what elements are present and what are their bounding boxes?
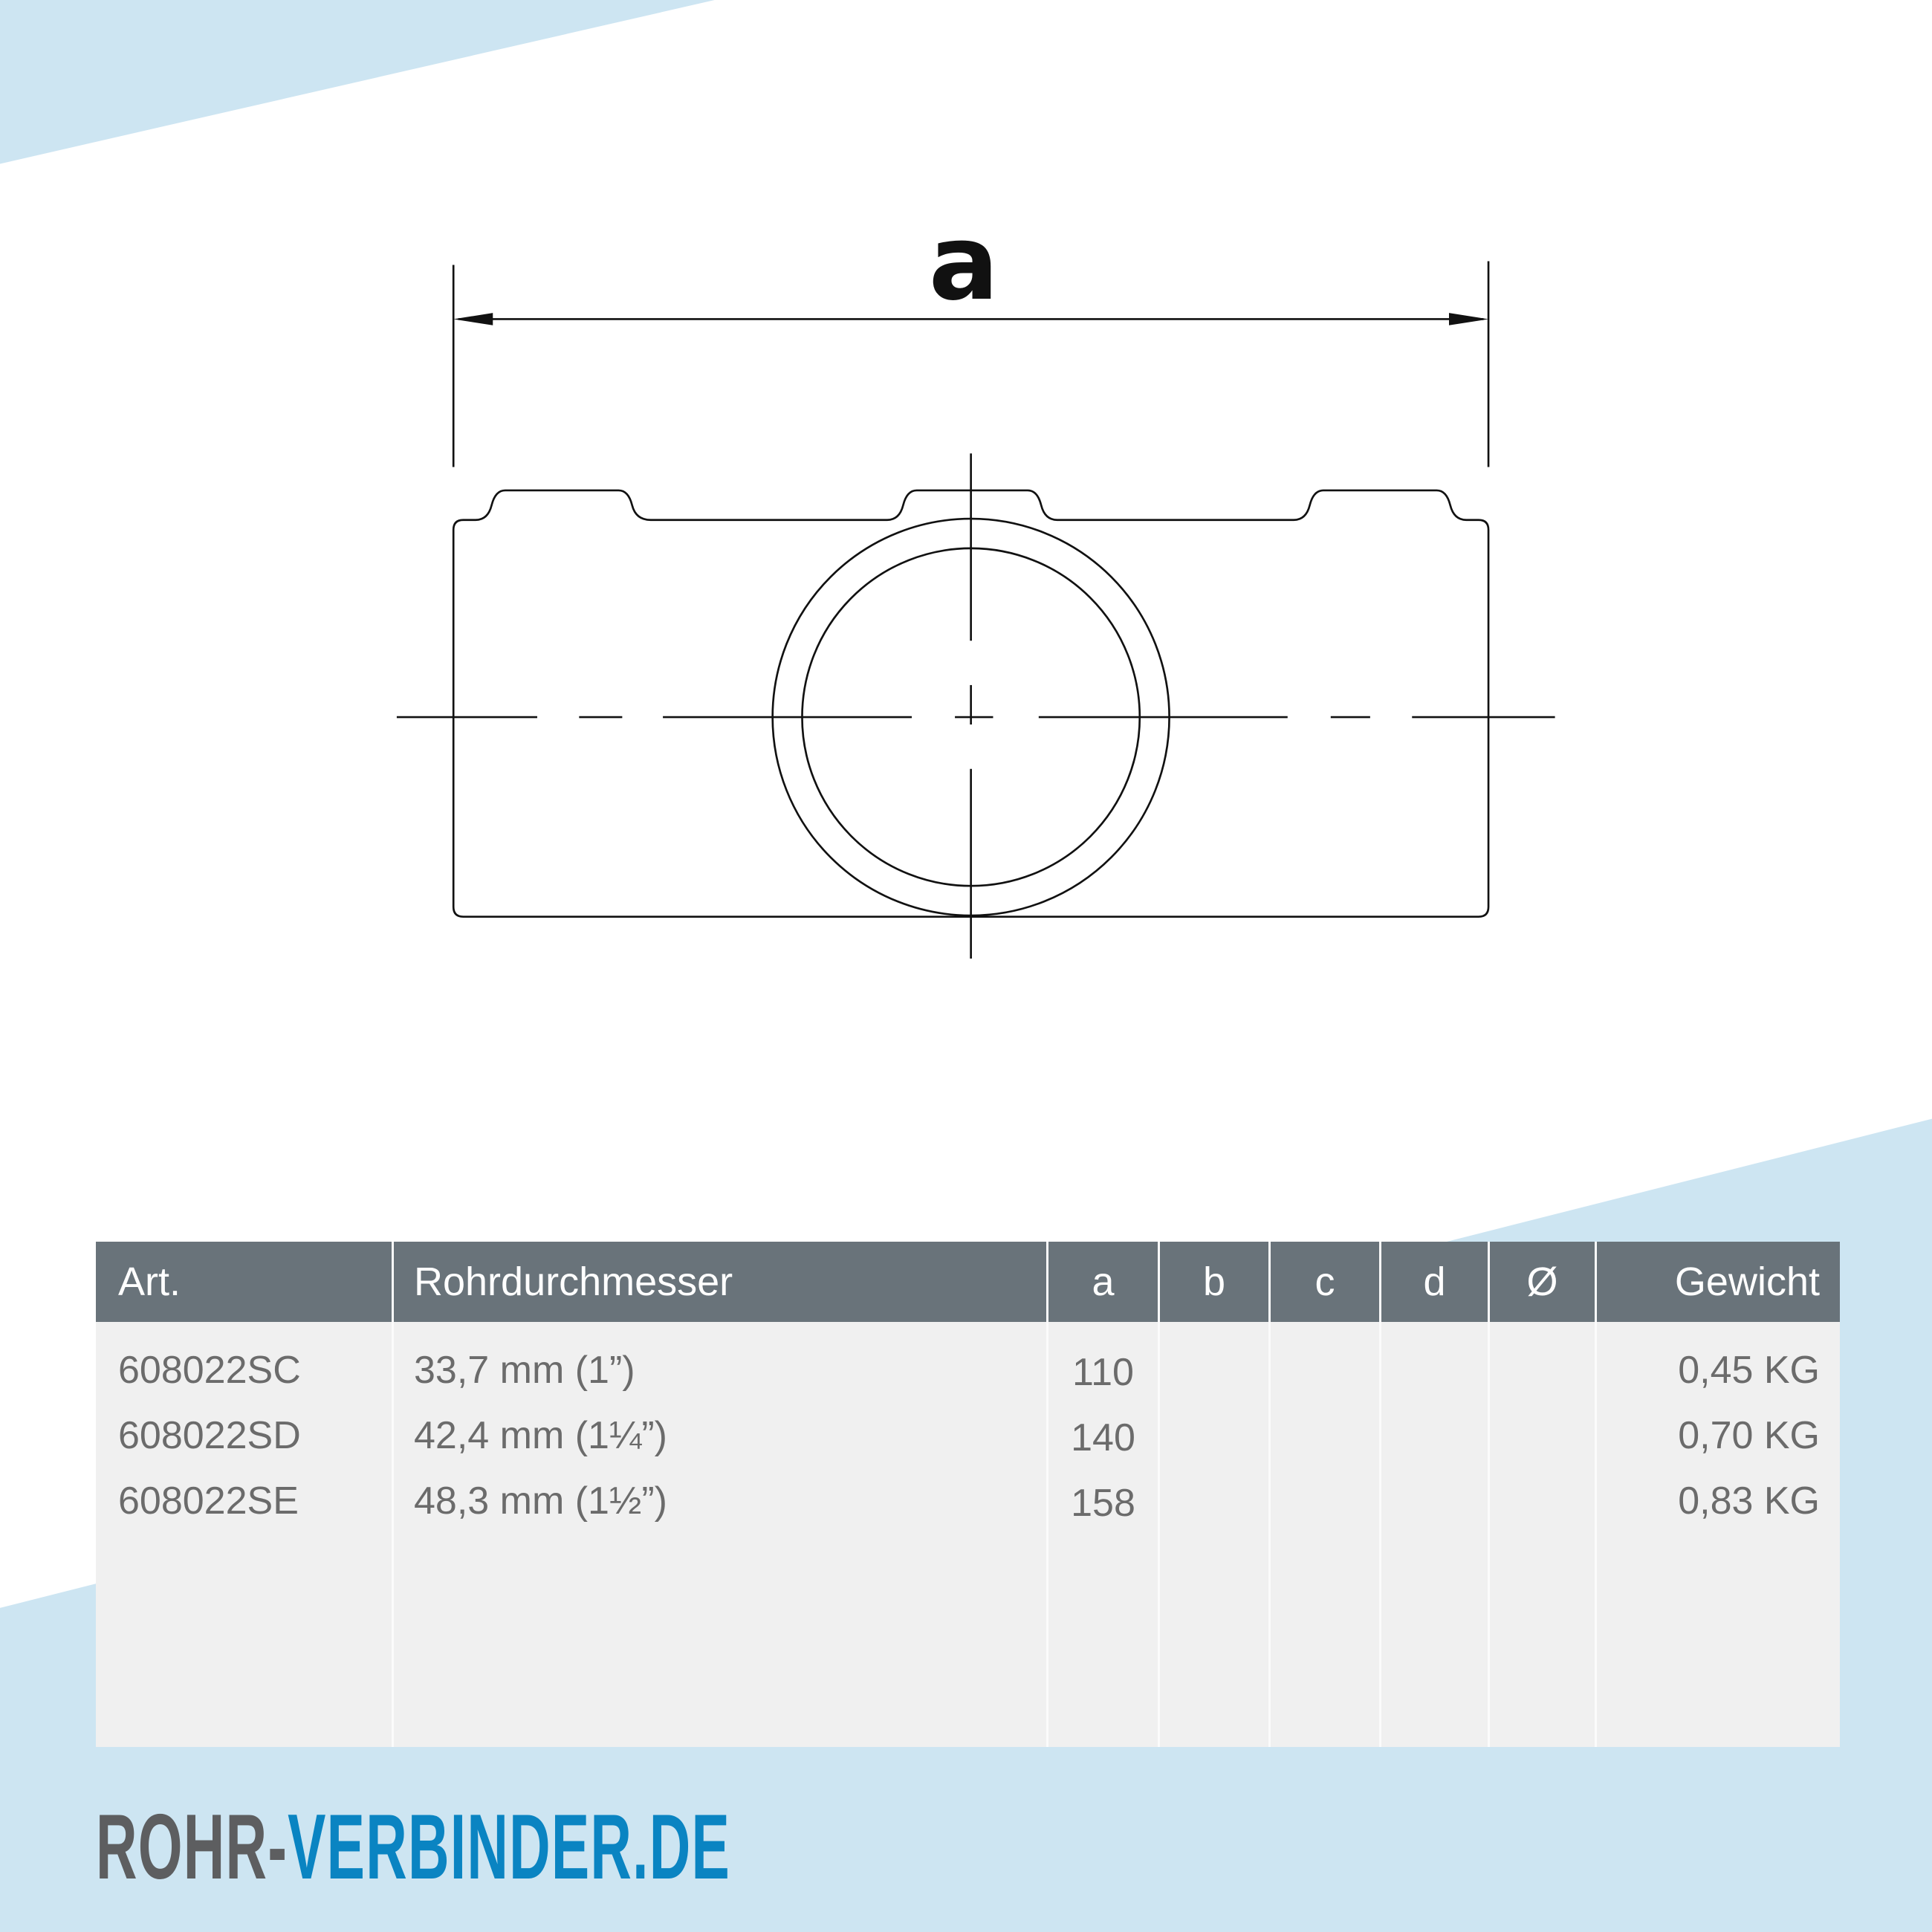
arrow-right-icon: [1449, 313, 1489, 325]
column-divider: [1595, 1242, 1597, 1747]
header-weight: Gewicht: [1674, 1260, 1820, 1304]
cell-art: 608022SE: [118, 1479, 299, 1523]
header-art: Art.: [118, 1260, 181, 1304]
cell-a: 140: [1071, 1416, 1135, 1459]
header-d: d: [1423, 1260, 1446, 1304]
logo-part-verbinder: VERBINDER.DE: [288, 1796, 731, 1899]
background-accent-top: [0, 0, 715, 164]
fitting-outline: [452, 489, 1490, 918]
table-header: [96, 1242, 1840, 1322]
cell-diameter: 33,7 mm (1”): [414, 1349, 635, 1392]
dimension-label-a: a: [928, 203, 999, 324]
cell-weight: 0,45 KG: [1678, 1349, 1820, 1392]
header-c: c: [1315, 1260, 1335, 1304]
cell-weight: 0,70 KG: [1678, 1414, 1820, 1457]
cell-art: 608022SC: [118, 1349, 301, 1392]
column-divider: [1158, 1242, 1160, 1747]
header-diameter-symbol: Ø: [1526, 1260, 1558, 1304]
column-divider: [1488, 1242, 1490, 1747]
column-divider: [1268, 1242, 1271, 1747]
cell-art: 608022SD: [118, 1414, 301, 1457]
cell-diameter: 48,3 mm (1½”): [414, 1479, 667, 1523]
cell-weight: 0,83 KG: [1678, 1479, 1820, 1523]
column-divider: [1379, 1242, 1381, 1747]
header-b: b: [1202, 1260, 1226, 1304]
column-divider: [392, 1242, 394, 1747]
brand-logo: ROHR-VERBINDER.DE: [96, 1801, 730, 1893]
header-a: a: [1092, 1260, 1115, 1304]
header-diameter: Rohrdurchmesser: [414, 1260, 733, 1304]
spec-table: Art. Rohrdurchmesser a b c d Ø Gewicht 6…: [96, 1242, 1840, 1747]
column-divider: [1046, 1242, 1048, 1747]
logo-part-rohr: ROHR-: [96, 1796, 288, 1899]
cell-a: 158: [1071, 1482, 1135, 1525]
cell-diameter: 42,4 mm (1¼”): [414, 1414, 667, 1457]
arrow-left-icon: [453, 313, 493, 325]
cell-a: 110: [1072, 1351, 1134, 1394]
